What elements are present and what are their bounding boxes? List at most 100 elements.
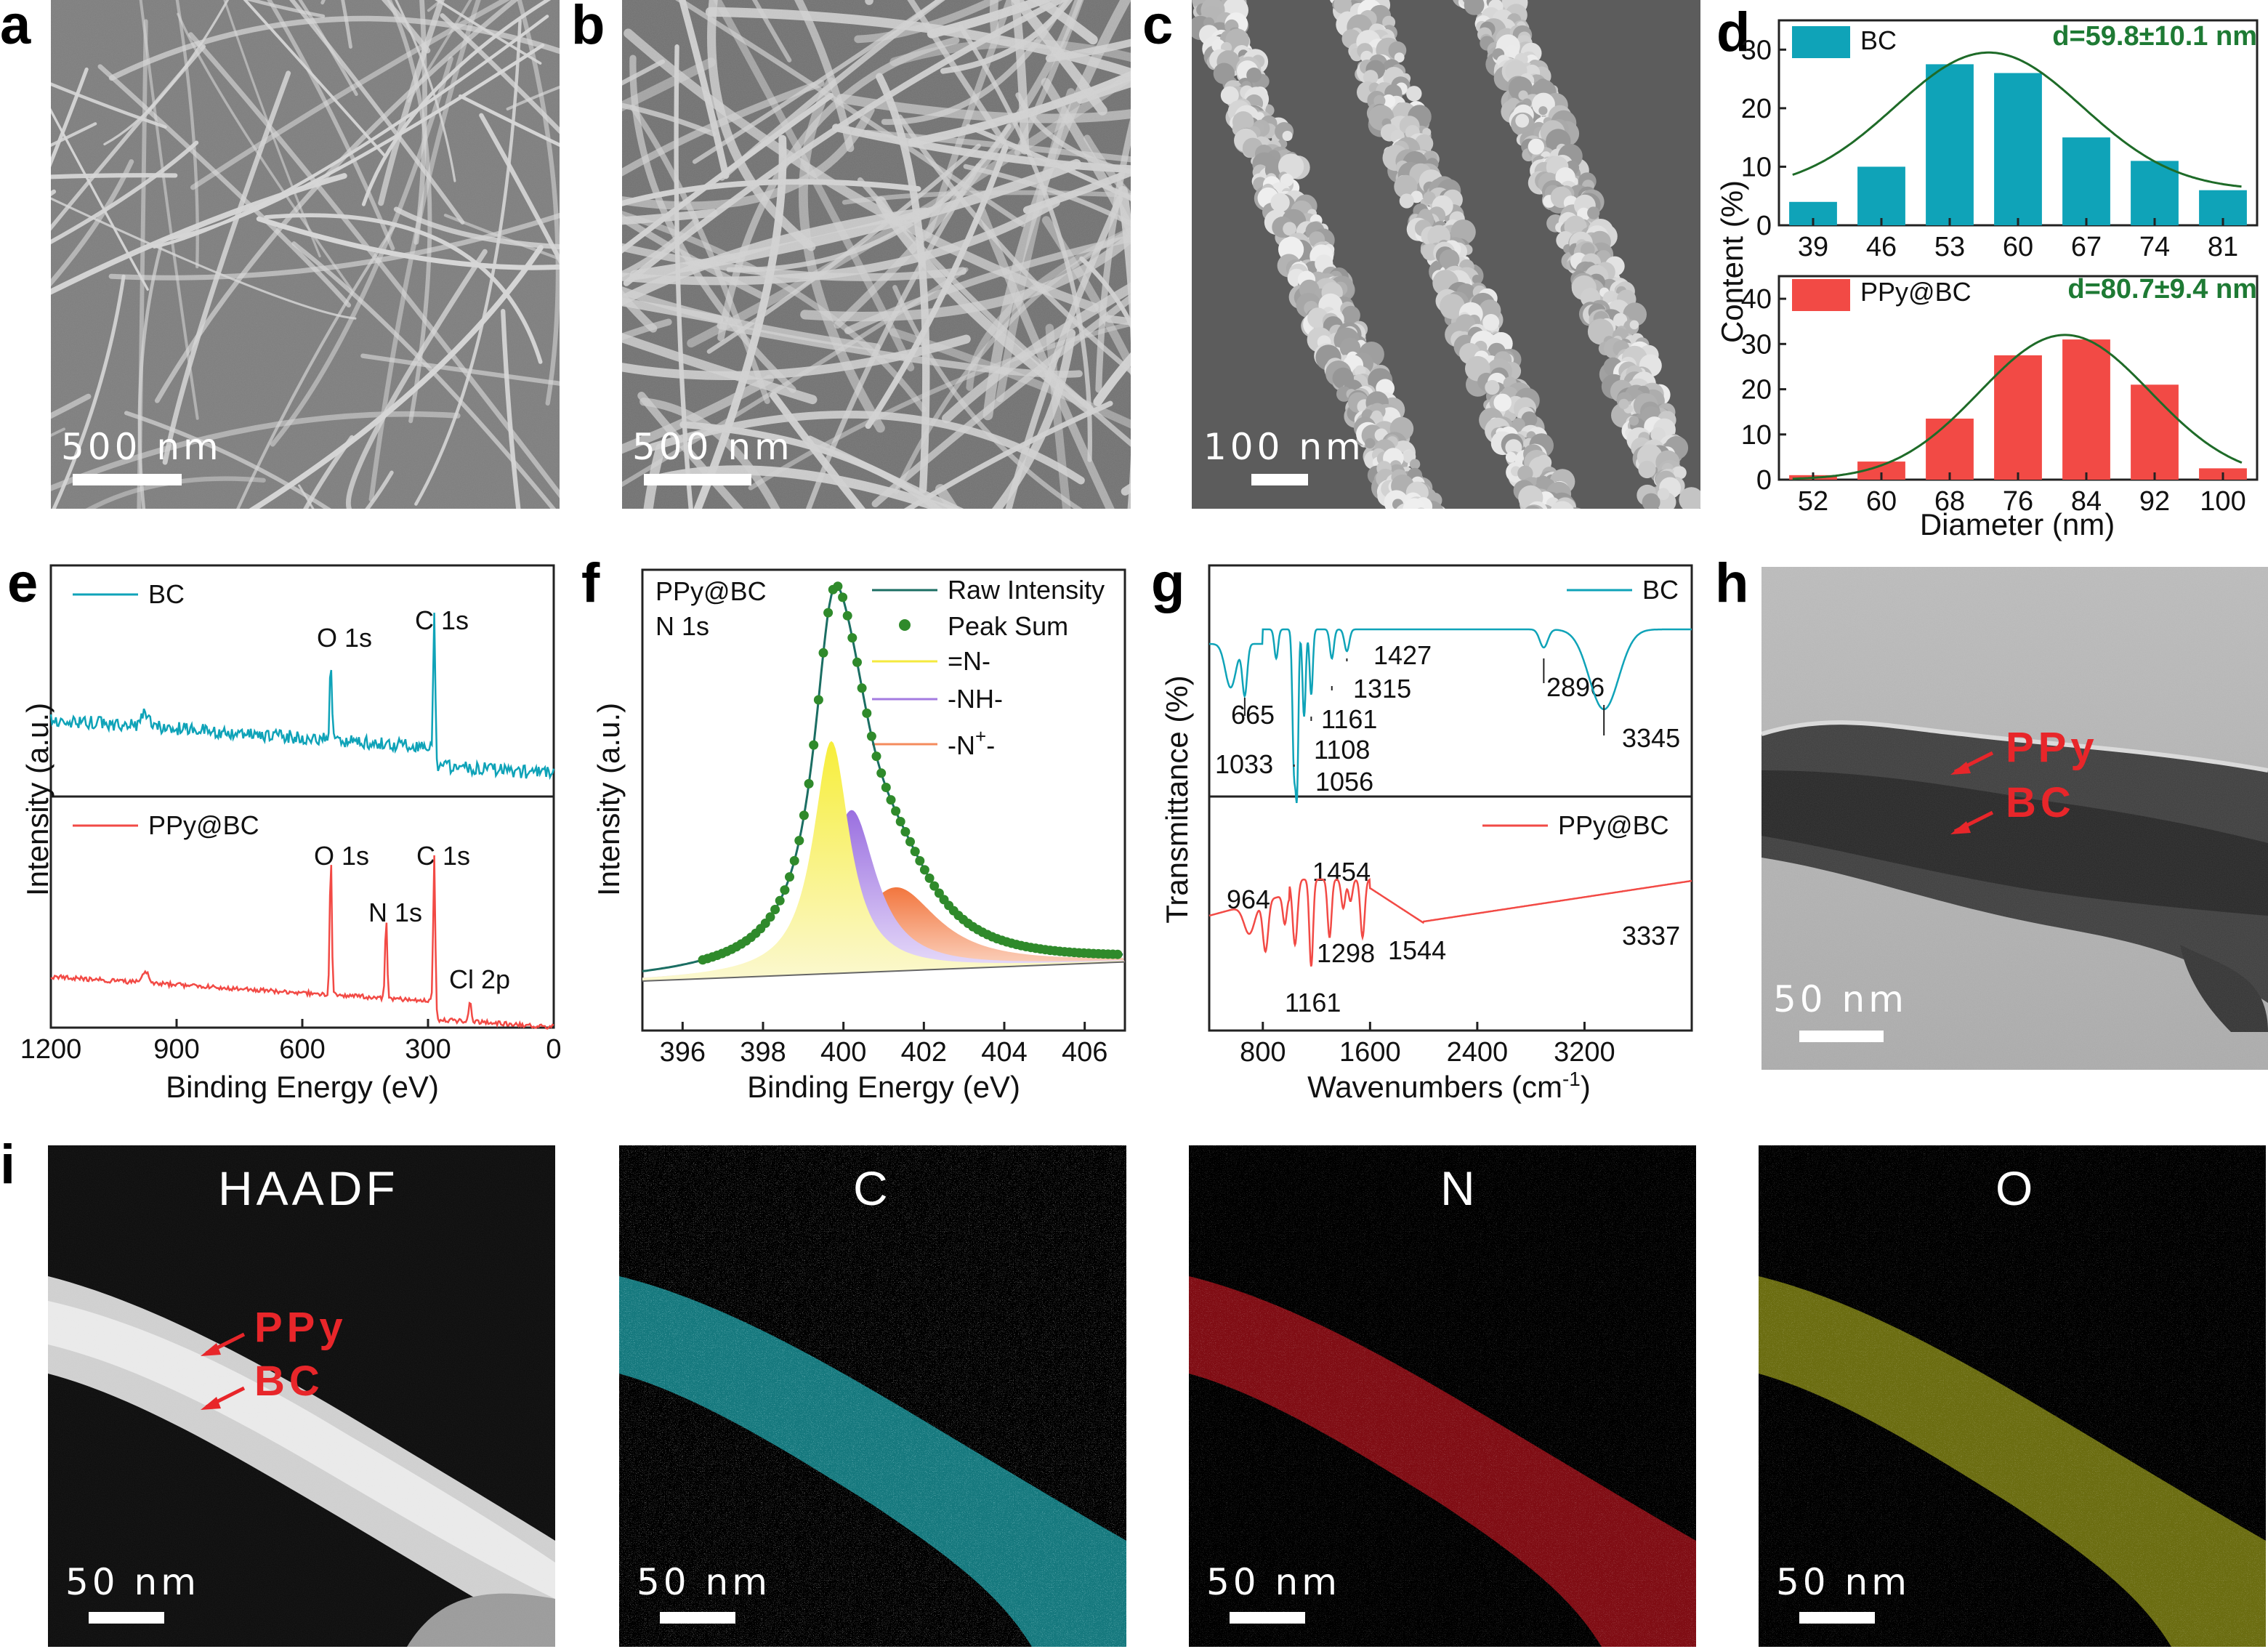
scale-bar-a [73, 474, 182, 485]
f-xlabel: Binding Energy (eV) [747, 1070, 1020, 1104]
panel-letter-i: i [0, 1134, 15, 1196]
f-legend-n: =N- [948, 646, 990, 676]
f-legend-raw: Raw Intensity [948, 575, 1105, 605]
f-xtick: 396 [660, 1037, 706, 1068]
e-bottom-spectrum [50, 855, 554, 1030]
d-bottom-legend-label: PPy@BC [1860, 277, 1972, 307]
scale-bar-label-b: 500 nm [632, 426, 794, 468]
g-xtick: 3200 [1554, 1037, 1615, 1068]
f-peaksum-point [838, 592, 848, 602]
h-label-ppy: PPy [2006, 724, 2099, 771]
f-peaksum-point [857, 683, 867, 693]
d-top-bar [1857, 166, 1905, 225]
d-bottom-annotation: d=80.7±9.4 nm [2067, 274, 2257, 305]
f-peaksum-point [809, 740, 819, 750]
d-top-xtick: 39 [1798, 232, 1828, 262]
f-peaksum-point [799, 810, 809, 821]
d-top-legend-label: BC [1860, 25, 1897, 55]
f-peaksum-point [895, 817, 905, 826]
g-peak-1427: 1427 [1373, 640, 1432, 670]
g-peak-1108: 1108 [1314, 735, 1370, 765]
f-peaksum-point [915, 856, 925, 866]
f-peaksum-point [929, 881, 940, 891]
f-peaksum-point [785, 872, 794, 882]
d-bottom-bar [2131, 384, 2179, 480]
scale-bar-label-a: 500 nm [61, 426, 222, 468]
f-peaksum-point [924, 873, 935, 883]
panel-letter-d: d [1716, 1, 1750, 63]
g-peak-1161: 1161 [1321, 704, 1377, 734]
f-peaksum-point [847, 633, 857, 643]
f-plot-frame [641, 568, 1126, 1032]
f-peaksum-point [871, 751, 881, 762]
d-bottom-xtick: 76 [2003, 486, 2033, 517]
f-title-line2: N 1s [655, 611, 709, 641]
panel-letter-f: f [581, 552, 600, 614]
f-title-line1: PPy@BC [655, 576, 767, 606]
d-top-xtick: 81 [2208, 232, 2238, 262]
panel-d-histograms: d Content (%) Diameter (nm) BC d=59.8±10… [1715, 1, 2259, 541]
f-xtick: 398 [740, 1037, 786, 1068]
f-peaksum-point [862, 708, 872, 718]
g-plot-frame [1208, 564, 1693, 1032]
d-top-ytick: 20 [1741, 94, 1772, 124]
panel-h-tem-image: h PPy BC 50 nm [1715, 552, 2268, 1070]
d-bottom-bar [1926, 419, 1974, 480]
g-xtick: 2400 [1447, 1037, 1509, 1068]
panel-letter-h: h [1715, 552, 1748, 614]
i-scale-label-2: 50 nm [637, 1561, 771, 1603]
h-label-bc: BC [2006, 779, 2075, 826]
panel-i-eds-maps: i HAADF PPy BC 50 nm [0, 1134, 2266, 1647]
f-peaksum-point [818, 648, 828, 658]
f-peaksum-point [823, 608, 834, 618]
f-xtick: 400 [820, 1037, 866, 1068]
f-peaksum-point [789, 855, 799, 866]
panel-letter-g: g [1151, 552, 1185, 614]
f-peaksum-point [775, 895, 785, 906]
g-peak-1033: 1033 [1215, 749, 1273, 779]
g-ylabel: Transmittance (%) [1160, 675, 1194, 924]
g-peak-1315: 1315 [1353, 674, 1411, 703]
d-top-xtick: 46 [1866, 232, 1897, 262]
d-top-ytick: 0 [1756, 211, 1772, 241]
f-xtick: 402 [901, 1037, 947, 1068]
d-bottom-legend-swatch [1792, 279, 1850, 311]
d-bottom-bar [1994, 355, 2042, 480]
i-n-map: N 50 nm [1189, 1145, 1696, 1647]
i-scale-label-1: 50 nm [65, 1561, 200, 1603]
e-bottom-peak-Cl2p: Cl 2p [449, 964, 510, 994]
f-baseline [642, 961, 1126, 982]
d-top-xtick: 74 [2139, 232, 2170, 262]
d-bottom-xtick: 60 [1866, 486, 1897, 517]
d-bottom-ytick: 20 [1741, 375, 1772, 406]
d-top-xtick: 60 [2003, 232, 2033, 262]
d-bottom-xtick: 92 [2139, 486, 2170, 517]
f-legend-peaksum: Peak Sum [948, 611, 1068, 641]
d-bottom-xtick: 68 [1934, 486, 1965, 517]
d-top-bar [2131, 161, 2179, 225]
f-peaksum-point [770, 905, 780, 914]
e-bottom-peak-O1s: O 1s [314, 841, 369, 871]
f-ylabel: Intensity (a.u.) [592, 703, 626, 896]
f-peaksum-point [910, 847, 920, 857]
panel-letter-b: b [571, 0, 605, 56]
g-peak-1544: 1544 [1388, 935, 1446, 965]
g-peak-1161b: 1161 [1285, 988, 1341, 1017]
d-top-bar [1926, 64, 1974, 226]
d-bottom-ytick: 40 [1741, 284, 1772, 315]
scale-bar-h [1799, 1031, 1884, 1042]
f-peaksum-point [833, 581, 843, 592]
f-xtick: 404 [981, 1037, 1027, 1068]
f-component-fill [642, 810, 1125, 981]
d-top-ytick: 10 [1741, 152, 1772, 182]
g-peak-1056: 1056 [1315, 767, 1373, 797]
i-scale-label-4: 50 nm [1776, 1561, 1910, 1603]
panel-letter-e: e [7, 552, 38, 614]
f-legend-nplus: -N+- [948, 725, 995, 760]
d-top-bar [1994, 73, 2042, 225]
e-bottom-legend-label: PPy@BC [148, 810, 259, 840]
d-top-xtick: 53 [1934, 232, 1965, 262]
i-label-ppy: PPy [254, 1304, 347, 1351]
d-bottom-xtick: 52 [1798, 486, 1828, 517]
f-peaksum-point [804, 778, 814, 789]
